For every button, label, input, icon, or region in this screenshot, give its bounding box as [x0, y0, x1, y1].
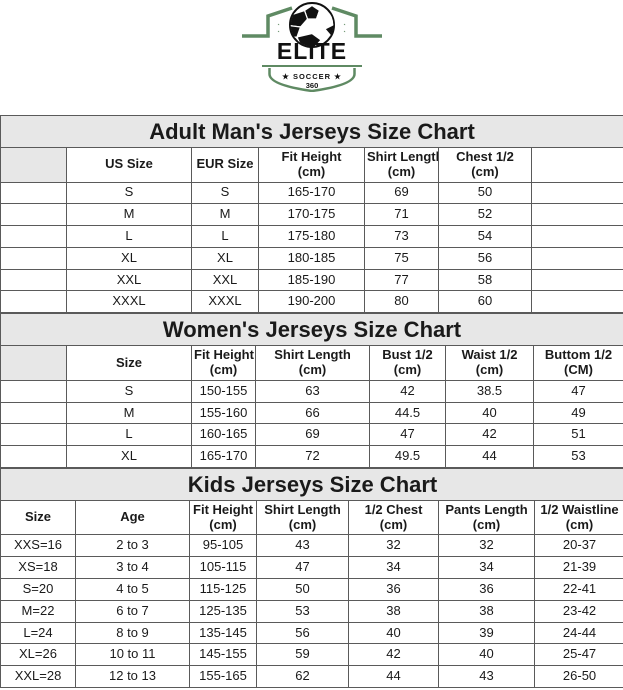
svg-text:⋆: ⋆: [343, 22, 346, 28]
svg-text:ELITE: ELITE: [276, 38, 346, 64]
svg-text:⋆: ⋆: [277, 22, 280, 28]
svg-text:★ SOCCER ★: ★ SOCCER ★: [282, 72, 342, 81]
svg-text:⋆: ⋆: [343, 29, 346, 35]
svg-text:360: 360: [305, 81, 318, 90]
svg-text:⋆: ⋆: [277, 29, 280, 35]
